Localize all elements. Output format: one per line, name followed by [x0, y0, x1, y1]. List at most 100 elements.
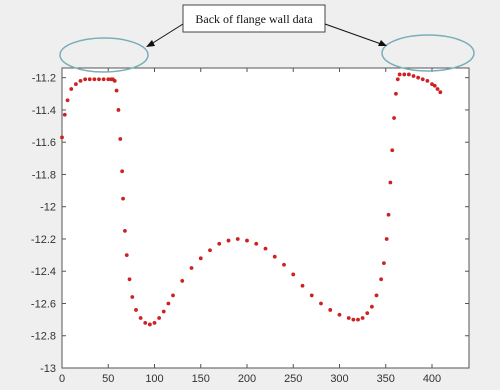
x-tick-label: 350 [377, 373, 395, 385]
data-point [337, 312, 342, 317]
data-point [319, 301, 323, 306]
data-point [430, 82, 434, 87]
data-point [346, 316, 351, 320]
x-tick-label: 300 [330, 373, 348, 385]
x-tick-label: 150 [192, 373, 210, 385]
left-callout-arrow [147, 23, 184, 47]
data-point [438, 90, 443, 95]
y-tick-label: -11.8 [32, 169, 56, 181]
data-point [390, 148, 395, 153]
data-point [92, 77, 97, 82]
data-point [65, 98, 70, 103]
data-point [208, 248, 212, 253]
data-point [379, 277, 384, 282]
data-point [254, 241, 259, 246]
data-point [356, 317, 360, 322]
y-tick-label: -11.4 [32, 105, 56, 117]
x-tick-label: 100 [145, 373, 163, 385]
y-tick-label: -12.8 [31, 331, 56, 343]
data-point [328, 308, 333, 312]
callout-box [182, 4, 326, 33]
y-tick-label: -12 [40, 202, 56, 214]
data-point [282, 262, 286, 267]
left-highlight-ellipse [59, 37, 149, 73]
data-point [124, 253, 129, 257]
data-point [394, 91, 398, 96]
data-point [386, 212, 391, 217]
data-point [152, 320, 157, 325]
data-point [272, 254, 277, 259]
data-point [365, 311, 370, 316]
data-point [157, 316, 162, 320]
data-point [189, 266, 194, 270]
data-point [360, 316, 365, 320]
data-point [351, 317, 356, 322]
data-point [382, 261, 386, 266]
data-point [416, 75, 421, 80]
callout-text: Back of flange wall data [195, 12, 313, 26]
data-point [384, 237, 389, 241]
y-tick-label: -11.2 [32, 73, 56, 85]
data-point [392, 116, 396, 120]
data-point [217, 241, 222, 246]
data-point [171, 293, 175, 298]
data-point [435, 87, 440, 91]
data-point [425, 79, 430, 83]
data-point [87, 77, 92, 82]
data-point [245, 238, 249, 243]
data-point [78, 79, 83, 83]
data-point [127, 277, 132, 282]
data-point [309, 293, 314, 298]
x-tick-label: 50 [102, 373, 114, 385]
data-point [369, 304, 374, 309]
data-point [60, 135, 64, 140]
data-point [73, 82, 78, 87]
data-point [432, 83, 437, 88]
y-tick-label: -12.6 [31, 298, 56, 310]
data-point [291, 272, 296, 277]
data-point [123, 229, 127, 233]
data-point [106, 77, 111, 82]
data-point [411, 74, 416, 78]
data-point [226, 238, 231, 243]
data-point [134, 308, 138, 312]
data-point [166, 301, 171, 306]
data-point [97, 77, 101, 82]
y-tick-label: -11.6 [32, 137, 56, 149]
data-point [397, 72, 402, 77]
y-tick-label: -13 [40, 363, 56, 375]
right-callout-arrow [324, 23, 385, 46]
data-point [420, 77, 425, 82]
data-point [402, 72, 407, 77]
data-point [180, 279, 185, 283]
left-arrowhead [146, 40, 155, 47]
annotation-callout: Back of flange wall data [59, 4, 475, 73]
x-tick-label: 400 [423, 373, 441, 385]
data-point [62, 112, 67, 117]
data-point [83, 77, 88, 82]
data-point [147, 322, 152, 327]
data-point [406, 72, 411, 77]
data-points [60, 72, 443, 327]
data-point [143, 320, 148, 325]
data-point [101, 77, 106, 82]
data-point [121, 196, 125, 201]
data-point [69, 87, 74, 91]
y-tick-label: -12.2 [31, 234, 56, 246]
data-point [120, 169, 125, 174]
data-point [161, 309, 166, 314]
plot-area [61, 67, 470, 369]
data-point [130, 295, 135, 299]
data-point [118, 137, 123, 141]
right-highlight-ellipse [381, 34, 475, 72]
x-tick-label: 200 [238, 373, 256, 385]
y-tick-label: -12.4 [31, 266, 56, 278]
x-tick-label: 0 [59, 373, 65, 385]
data-point [138, 316, 143, 320]
data-point [263, 246, 268, 251]
right-arrowhead [378, 40, 387, 46]
data-point [388, 180, 393, 185]
axis-ticks: 0 50 100 150 200 250 300 350 400 -11.2 -11.4 -11.6 -… [31, 68, 469, 385]
